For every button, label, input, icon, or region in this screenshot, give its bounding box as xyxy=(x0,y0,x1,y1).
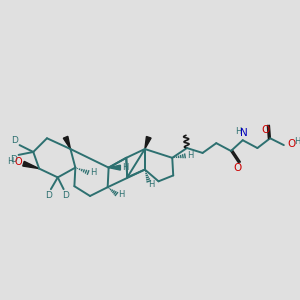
Text: O: O xyxy=(288,139,296,149)
Polygon shape xyxy=(145,136,151,149)
Text: O: O xyxy=(234,163,242,172)
Text: O: O xyxy=(261,125,269,135)
Text: H: H xyxy=(8,157,14,166)
Text: D: D xyxy=(62,190,69,200)
Text: H: H xyxy=(187,152,193,160)
Text: H: H xyxy=(90,168,96,177)
Text: H: H xyxy=(122,163,128,172)
Text: D: D xyxy=(10,155,17,164)
Polygon shape xyxy=(63,136,70,149)
Text: N: N xyxy=(240,128,248,138)
Text: D: D xyxy=(11,136,18,145)
Text: H: H xyxy=(118,190,124,199)
Polygon shape xyxy=(109,165,120,170)
Polygon shape xyxy=(23,161,39,169)
Text: O: O xyxy=(15,157,22,167)
Text: H: H xyxy=(148,180,155,189)
Text: H: H xyxy=(235,127,241,136)
Text: D: D xyxy=(46,190,52,200)
Text: H: H xyxy=(295,137,300,146)
